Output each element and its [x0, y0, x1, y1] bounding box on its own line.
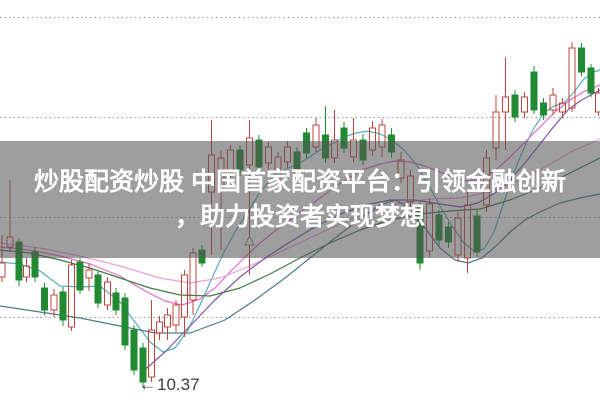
- promo-text-line1: 炒股配资炒股 中国首家配资平台：引领金融创新: [34, 167, 566, 196]
- low-price-value: 10.37: [157, 375, 200, 394]
- left-arrow-icon: ←: [139, 375, 156, 394]
- promo-text-line2: ，助力投资者实现梦想: [174, 202, 425, 231]
- low-price-annotation: ← 10.37: [139, 376, 200, 393]
- promo-overlay-band: 炒股配资炒股 中国首家配资平台：引领金融创新 ，助力投资者实现梦想: [0, 141, 600, 258]
